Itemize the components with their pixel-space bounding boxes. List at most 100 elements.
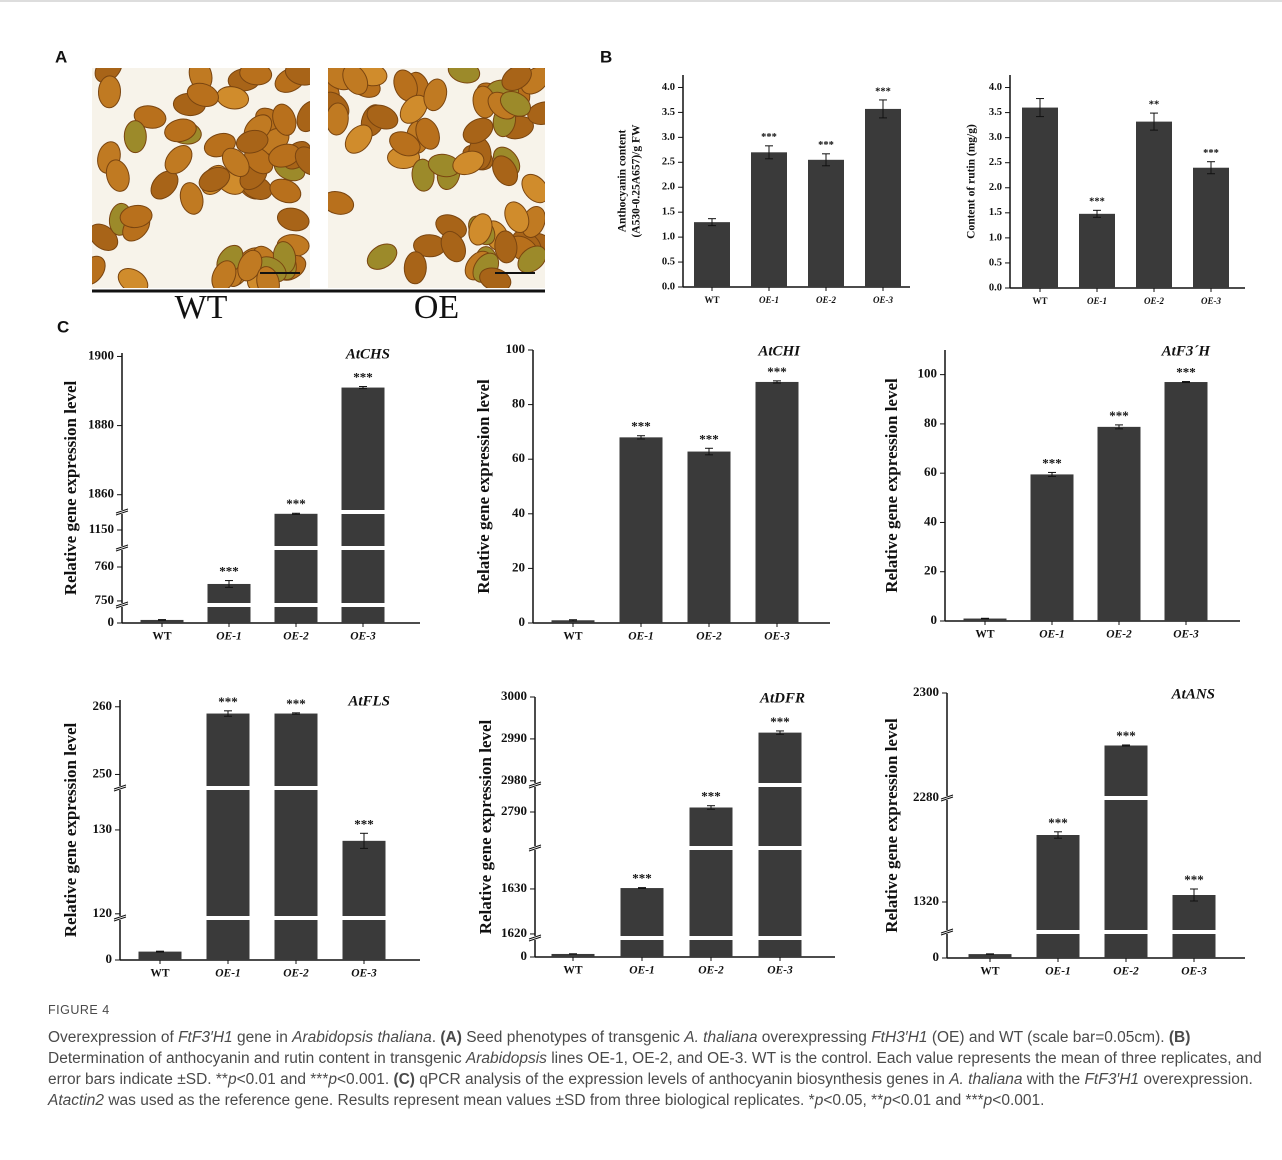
bar	[342, 388, 385, 623]
y-tick-label: 20	[924, 563, 937, 578]
caption-run: A. thaliana	[949, 1071, 1022, 1088]
x-tick-label: OE-2	[696, 631, 722, 643]
bar	[1031, 474, 1074, 621]
caption-run: A. thaliana	[684, 1029, 757, 1046]
significance: ***	[701, 789, 721, 804]
y-tick-label: 1880	[88, 417, 114, 432]
significance: ***	[1089, 197, 1105, 208]
chart-title: AtCHI	[757, 343, 801, 359]
bar-break	[689, 846, 734, 850]
caption-run: FtF3′H1	[1084, 1071, 1139, 1088]
x-tick-label: OE-2	[816, 295, 836, 305]
significance: ***	[761, 132, 777, 143]
y-tick-label: 2.0	[662, 182, 675, 193]
caption-run: p	[984, 1092, 993, 1109]
panel-letter: A	[55, 47, 67, 66]
panel-letter: B	[600, 47, 612, 66]
y-tick-label: 0	[931, 612, 938, 627]
y-tick-label: 80	[924, 415, 937, 430]
y-tick-label: 0.0	[662, 281, 675, 292]
bar-break	[1036, 930, 1081, 934]
bar	[1165, 382, 1208, 621]
y-axis-label: Relative gene expression level	[476, 719, 495, 934]
significance: ***	[875, 86, 891, 97]
y-tick-label: 1.5	[989, 207, 1002, 218]
significance: ***	[218, 694, 238, 709]
y-tick-label: 1.5	[662, 207, 675, 218]
caption-run: p	[328, 1071, 337, 1088]
bar	[343, 841, 386, 960]
caption-run: Atactin2	[48, 1092, 104, 1109]
panel-letter: C	[57, 317, 69, 336]
caption-run: Overexpression of	[48, 1029, 178, 1046]
y-tick-label: 4.0	[989, 82, 1002, 93]
y-tick-label: 3.5	[662, 107, 675, 118]
y-tick-label: 1630	[501, 880, 527, 895]
x-tick-label: OE-1	[1087, 296, 1107, 306]
y-tick-label: 260	[93, 698, 113, 713]
caption-run: (OE) and WT (scale bar=0.05cm).	[928, 1029, 1169, 1046]
bar	[751, 152, 787, 287]
bar	[1105, 746, 1148, 959]
y-tick-label: 2790	[501, 803, 527, 818]
error-bar	[773, 381, 781, 383]
y-tick-label: 0.0	[989, 282, 1002, 293]
y-tick-label: 100	[506, 341, 526, 356]
bar-break	[274, 786, 319, 790]
y-tick-label: 40	[924, 513, 937, 528]
x-tick-label: WT	[1032, 296, 1047, 306]
x-tick-label: WT	[980, 966, 1000, 978]
y-tick-label: 20	[512, 559, 525, 574]
x-tick-label: OE-2	[283, 968, 309, 980]
x-tick-label: OE-1	[1045, 966, 1071, 978]
chart-title: AtANS	[1171, 686, 1215, 702]
y-axis-label: Content of rutin (mg/g)	[966, 124, 978, 239]
significance: ***	[699, 431, 719, 446]
caption-run: overexpressing	[757, 1029, 871, 1046]
significance: ***	[770, 714, 790, 729]
y-tick-label: 3000	[501, 688, 527, 703]
y-tick-label: 2980	[501, 772, 527, 787]
bar-break	[206, 916, 251, 920]
x-tick-label: OE-2	[283, 631, 309, 643]
caption-label: FIGURE 4	[48, 1000, 1263, 1021]
significance: ***	[1116, 728, 1136, 743]
y-tick-label: 2990	[501, 730, 527, 745]
bar-break	[341, 510, 386, 514]
y-tick-label: 760	[95, 558, 115, 573]
significance: ***	[1109, 408, 1129, 423]
y-tick-label: 750	[95, 592, 115, 607]
y-tick-label: 0	[106, 951, 113, 966]
caption-run: FtH3′H1	[871, 1029, 927, 1046]
significance: ***	[286, 696, 306, 711]
x-tick-label: OE-1	[629, 965, 655, 977]
y-axis-label: Relative gene expression level	[882, 718, 901, 933]
error-bar	[986, 954, 994, 955]
y-tick-label: 120	[93, 905, 113, 920]
page: ABCWTOE0.00.51.01.52.02.53.03.54.0WT***O…	[0, 0, 1282, 1160]
y-tick-label: 80	[512, 396, 525, 411]
x-tick-label: OE-2	[1106, 629, 1132, 641]
seed	[98, 75, 121, 108]
y-tick-label: 60	[512, 450, 525, 465]
y-axis-label: Relative gene expression level	[61, 380, 80, 595]
y-axis-label: (A530-0.25A657)/g FW	[631, 124, 643, 238]
bar-break	[758, 783, 803, 787]
significance: ***	[631, 419, 651, 434]
caption-run: qPCR analysis of the expression levels o…	[415, 1071, 949, 1088]
caption-run: with the	[1022, 1071, 1084, 1088]
bar-break	[758, 936, 803, 940]
x-tick-label: OE-3	[873, 295, 893, 305]
caption: FIGURE 4 Overexpression of FtF3′H1 gene …	[48, 1000, 1263, 1111]
bar-break	[274, 916, 319, 920]
bar-break	[758, 846, 803, 850]
photo-label: OE	[414, 289, 459, 326]
significance: ***	[286, 496, 306, 511]
bar	[865, 109, 901, 287]
y-tick-label: 3.0	[989, 132, 1002, 143]
y-tick-label: 0	[521, 948, 528, 963]
photo-label: WT	[175, 289, 228, 326]
bar	[808, 160, 844, 287]
x-tick-label: OE-3	[351, 968, 377, 980]
y-tick-label: 1150	[89, 521, 114, 536]
